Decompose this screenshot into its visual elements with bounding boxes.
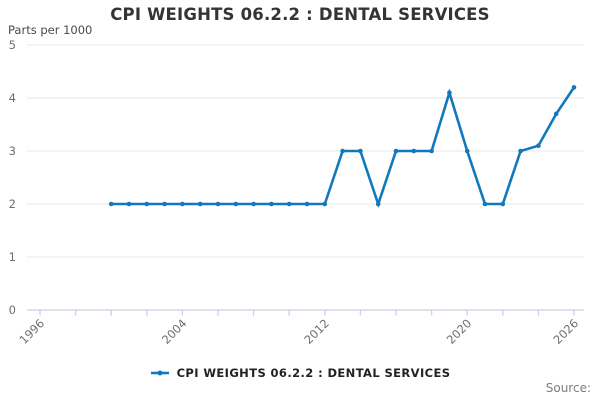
x-axis-tick-label: 2004 bbox=[159, 316, 190, 347]
y-axis-tick-label: 0 bbox=[9, 303, 16, 317]
data-point-marker bbox=[180, 201, 185, 207]
y-axis-tick-label: 2 bbox=[9, 197, 16, 211]
legend-series-label: CPI WEIGHTS 06.2.2 : DENTAL SERVICES bbox=[176, 366, 451, 380]
data-point-marker bbox=[322, 201, 328, 207]
data-point-marker bbox=[393, 148, 399, 154]
data-point-marker bbox=[269, 201, 274, 207]
data-point-marker bbox=[447, 90, 452, 95]
data-point-marker bbox=[375, 201, 381, 207]
data-point-marker bbox=[411, 148, 417, 154]
x-axis-tick-label: 2026 bbox=[551, 316, 582, 347]
y-axis-tick-label: 5 bbox=[9, 38, 16, 52]
y-axis-tick-label: 4 bbox=[9, 91, 16, 105]
legend-line-marker-icon bbox=[150, 370, 169, 376]
data-point-marker bbox=[340, 148, 345, 154]
data-point-marker bbox=[197, 201, 203, 207]
x-axis-tick-label: 2020 bbox=[444, 316, 475, 347]
y-axis-tick-label: 3 bbox=[9, 144, 16, 158]
data-point-marker bbox=[553, 111, 559, 117]
source-note: Source: bbox=[545, 381, 591, 395]
legend: CPI WEIGHTS 06.2.2 : DENTAL SERVICES bbox=[0, 366, 600, 380]
data-point-marker bbox=[571, 85, 577, 90]
data-point-marker bbox=[482, 201, 488, 207]
x-axis-tick-label: 2012 bbox=[301, 316, 332, 347]
data-point-marker bbox=[429, 148, 434, 154]
data-point-marker bbox=[144, 201, 150, 207]
series-line bbox=[111, 86, 576, 209]
data-point-marker bbox=[108, 201, 114, 207]
data-point-marker bbox=[286, 201, 292, 207]
data-point-marker bbox=[500, 201, 506, 207]
page-title: CPI WEIGHTS 06.2.2 : DENTAL SERVICES bbox=[110, 5, 490, 24]
data-point-marker bbox=[251, 201, 256, 207]
x-axis-tick-label: 1996 bbox=[17, 316, 48, 347]
data-point-marker bbox=[518, 148, 523, 154]
data-point-marker bbox=[215, 201, 221, 207]
data-point-marker bbox=[358, 148, 363, 154]
y-axis-unit-label: Parts per 1000 bbox=[8, 23, 93, 37]
data-point-marker bbox=[536, 143, 541, 148]
data-point-marker bbox=[162, 201, 167, 207]
data-point-marker bbox=[233, 201, 239, 207]
data-point-marker bbox=[304, 201, 310, 207]
data-point-marker bbox=[126, 201, 132, 207]
data-point-marker bbox=[464, 148, 470, 154]
y-axis-tick-label: 1 bbox=[9, 250, 16, 264]
